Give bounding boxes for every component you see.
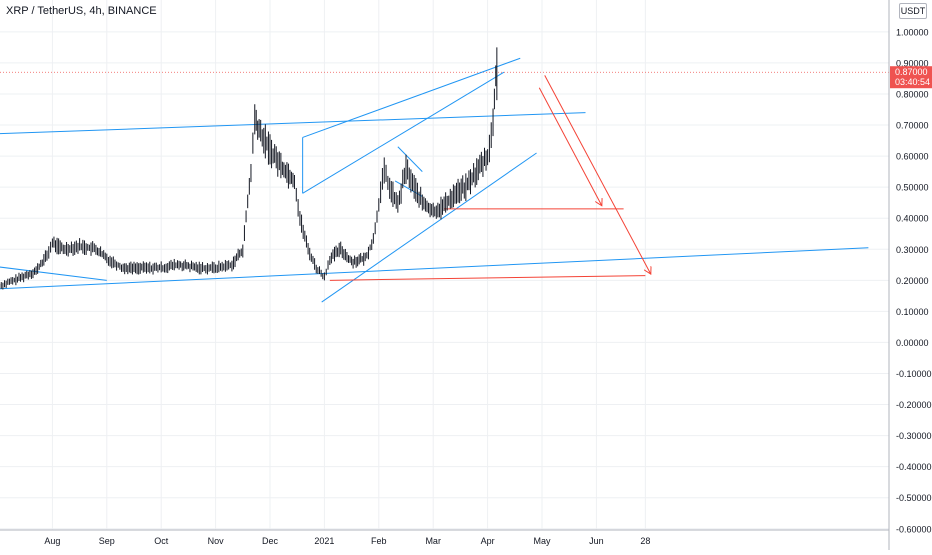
x-axis-tick-label: 2021: [314, 536, 334, 546]
y-axis-tick-label: 0.20000: [896, 276, 929, 286]
currency-button[interactable]: USDT: [899, 3, 927, 19]
projection-line: [329, 275, 646, 281]
x-axis-tick-label: Sep: [99, 536, 115, 546]
x-axis-tick-label: Mar: [425, 536, 441, 546]
last-price-label-bg: [890, 66, 932, 89]
y-axis-tick-label: 0.10000: [896, 307, 929, 317]
y-axis-tick-label: 0.00000: [896, 338, 929, 348]
grid-layer: [0, 0, 889, 530]
chart-title: XRP / TetherUS, 4h, BINANCE: [6, 5, 157, 17]
trendline: [0, 247, 869, 290]
trendline: [302, 57, 521, 138]
price-series-layer: [0, 47, 498, 290]
last-price-value: 0.87000: [895, 67, 928, 77]
y-axis-tick-label: -0.50000: [896, 493, 932, 503]
x-axis-tick-label: Nov: [208, 536, 225, 546]
x-axis-tick-label: Feb: [371, 536, 387, 546]
y-axis-tick-label: 0.30000: [896, 245, 929, 255]
y-axis-tick-label: 0.80000: [896, 89, 929, 99]
trendline: [0, 266, 107, 281]
y-axis-tick-label: 0.50000: [896, 183, 929, 193]
x-axis-tick-label: 28: [640, 536, 650, 546]
y-axis-tick-label: -0.20000: [896, 400, 932, 410]
y-axis-tick-label: 1.00000: [896, 27, 929, 37]
x-axis-tick-label: May: [533, 536, 551, 546]
trendline: [302, 71, 505, 194]
y-axis-tick-label: 0.60000: [896, 152, 929, 162]
x-axis-tick-label: Aug: [44, 536, 60, 546]
x-axis-tick-label: Dec: [262, 536, 279, 546]
x-axis-tick-label: Jun: [589, 536, 604, 546]
trendline-layer: [0, 57, 869, 303]
projection-layer: [329, 75, 651, 281]
y-axis-tick-label: -0.40000: [896, 462, 932, 472]
y-axis-tick-label: 0.40000: [896, 214, 929, 224]
projection-arrow: [544, 75, 651, 274]
trendline: [397, 146, 423, 172]
y-axis-tick-label: -0.10000: [896, 369, 932, 379]
trendline: [0, 112, 586, 135]
projection-arrow: [538, 87, 602, 206]
y-axis-tick-label: 0.70000: [896, 121, 929, 131]
y-axis-tick-label: 0.90000: [896, 58, 929, 68]
y-axis-tick-label: -0.30000: [896, 431, 932, 441]
bar-countdown: 03:40:54: [895, 77, 930, 87]
trendline: [321, 152, 537, 303]
x-axis-tick-label: Oct: [154, 536, 169, 546]
x-axis-tick-label: Apr: [481, 536, 495, 546]
y-axis-tick-label: -0.60000: [896, 524, 932, 534]
